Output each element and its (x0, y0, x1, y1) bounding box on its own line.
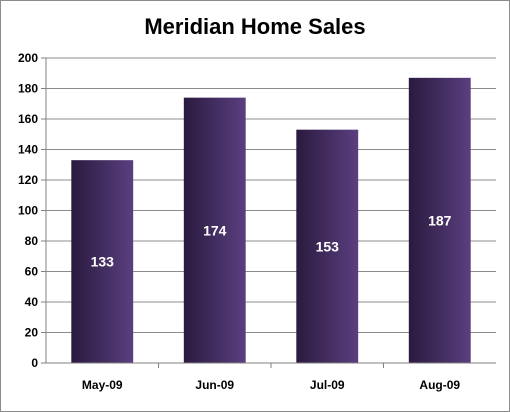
data-label: 187 (428, 212, 452, 228)
y-axis-ticks: 0 20 40 60 80 100 120 140 160 180 200 (18, 51, 46, 370)
y-tick-label: 40 (25, 295, 39, 309)
y-tick-label: 120 (18, 173, 38, 187)
bar-jun-09 (183, 97, 246, 364)
y-tick-label: 160 (18, 112, 38, 126)
y-tick-label: 180 (18, 82, 38, 96)
y-tick-label: 60 (25, 265, 39, 279)
y-tick-label: 200 (18, 51, 38, 65)
bar-jul-09 (296, 129, 359, 363)
bars (71, 77, 471, 364)
data-label: 174 (203, 222, 227, 238)
chart-title: Meridian Home Sales (144, 14, 365, 39)
bar-aug-09 (408, 77, 471, 363)
y-tick-label: 0 (31, 356, 38, 370)
x-tick-label: Jun-09 (195, 378, 234, 392)
y-tick-label: 140 (18, 143, 38, 157)
data-label: 153 (316, 238, 340, 254)
x-tick-label: Aug-09 (419, 378, 460, 392)
axes (45, 58, 496, 364)
y-tick-label: 20 (25, 326, 39, 340)
x-axis-ticks: May-09 Jun-09 Jul-09 Aug-09 (82, 363, 460, 392)
data-label: 133 (91, 254, 115, 270)
data-labels: 133 174 153 187 (91, 212, 452, 269)
x-tick-label: Jul-09 (310, 378, 345, 392)
y-tick-label: 100 (18, 204, 38, 218)
x-tick-label: May-09 (82, 378, 123, 392)
bar-may-09 (71, 160, 134, 363)
y-tick-label: 80 (25, 234, 39, 248)
